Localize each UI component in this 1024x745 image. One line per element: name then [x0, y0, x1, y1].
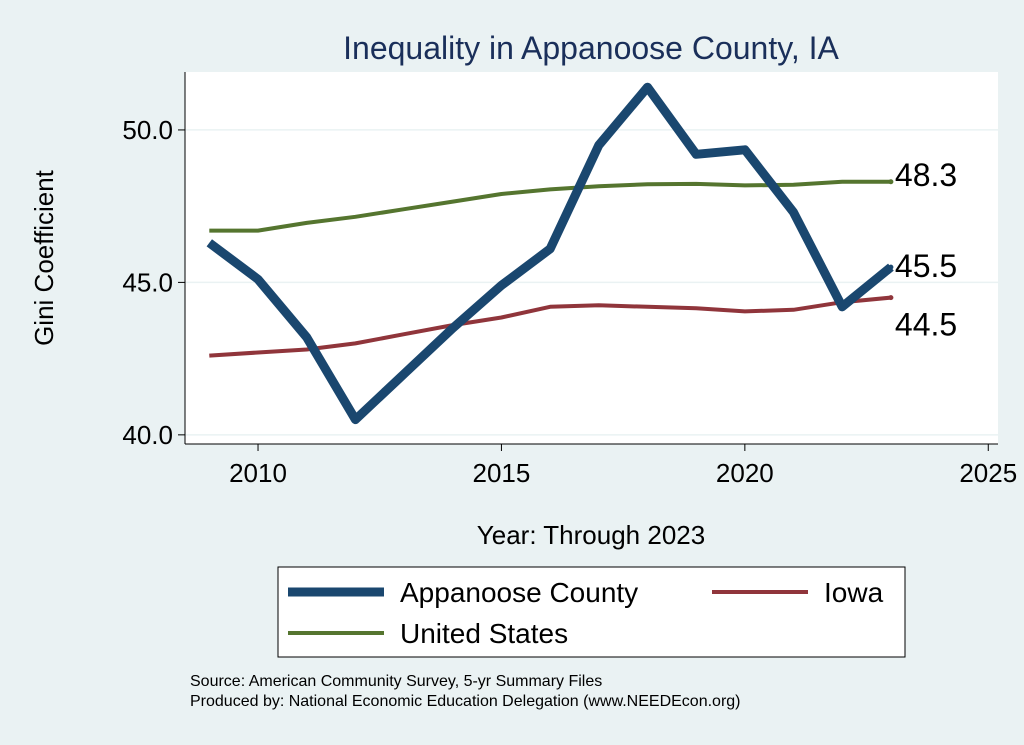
- end-marker: [888, 179, 894, 185]
- x-tick-label: 2020: [716, 458, 774, 488]
- y-tick-label: 40.0: [122, 420, 173, 450]
- source-line-1: Source: American Community Survey, 5-yr …: [190, 673, 603, 690]
- x-tick-label: 2015: [473, 458, 531, 488]
- end-marker: [888, 295, 894, 301]
- plot-background: [185, 72, 998, 444]
- legend-box: [277, 566, 906, 658]
- x-tick-label: 2025: [959, 458, 1017, 488]
- legend-label-appanoose-county: Appanoose County: [400, 577, 638, 608]
- legend-label-united-states: United States: [400, 618, 568, 649]
- end-marker: [888, 264, 894, 270]
- end-label-united-states: 48.3: [895, 157, 957, 193]
- source-line-2: Produced by: National Economic Education…: [190, 693, 741, 710]
- legend: Appanoose County Iowa United States: [277, 566, 906, 658]
- x-axis-label: Year: Through 2023: [477, 520, 705, 550]
- legend-label-iowa: Iowa: [824, 577, 884, 608]
- y-tick-label: 45.0: [122, 267, 173, 297]
- plot-area: 40.0 45.0 50.0 2010 2015 2020 2025 45.5 44.5 48.3…: [29, 30, 1017, 658]
- y-axis-label: Gini Coefficient: [29, 169, 59, 346]
- end-label-appanoose-county: 45.5: [895, 248, 957, 284]
- y-tick-label: 50.0: [122, 115, 173, 145]
- end-label-iowa: 44.5: [895, 307, 957, 343]
- x-tick-label: 2010: [229, 458, 287, 488]
- chart-title: Inequality in Appanoose County, IA: [343, 30, 839, 66]
